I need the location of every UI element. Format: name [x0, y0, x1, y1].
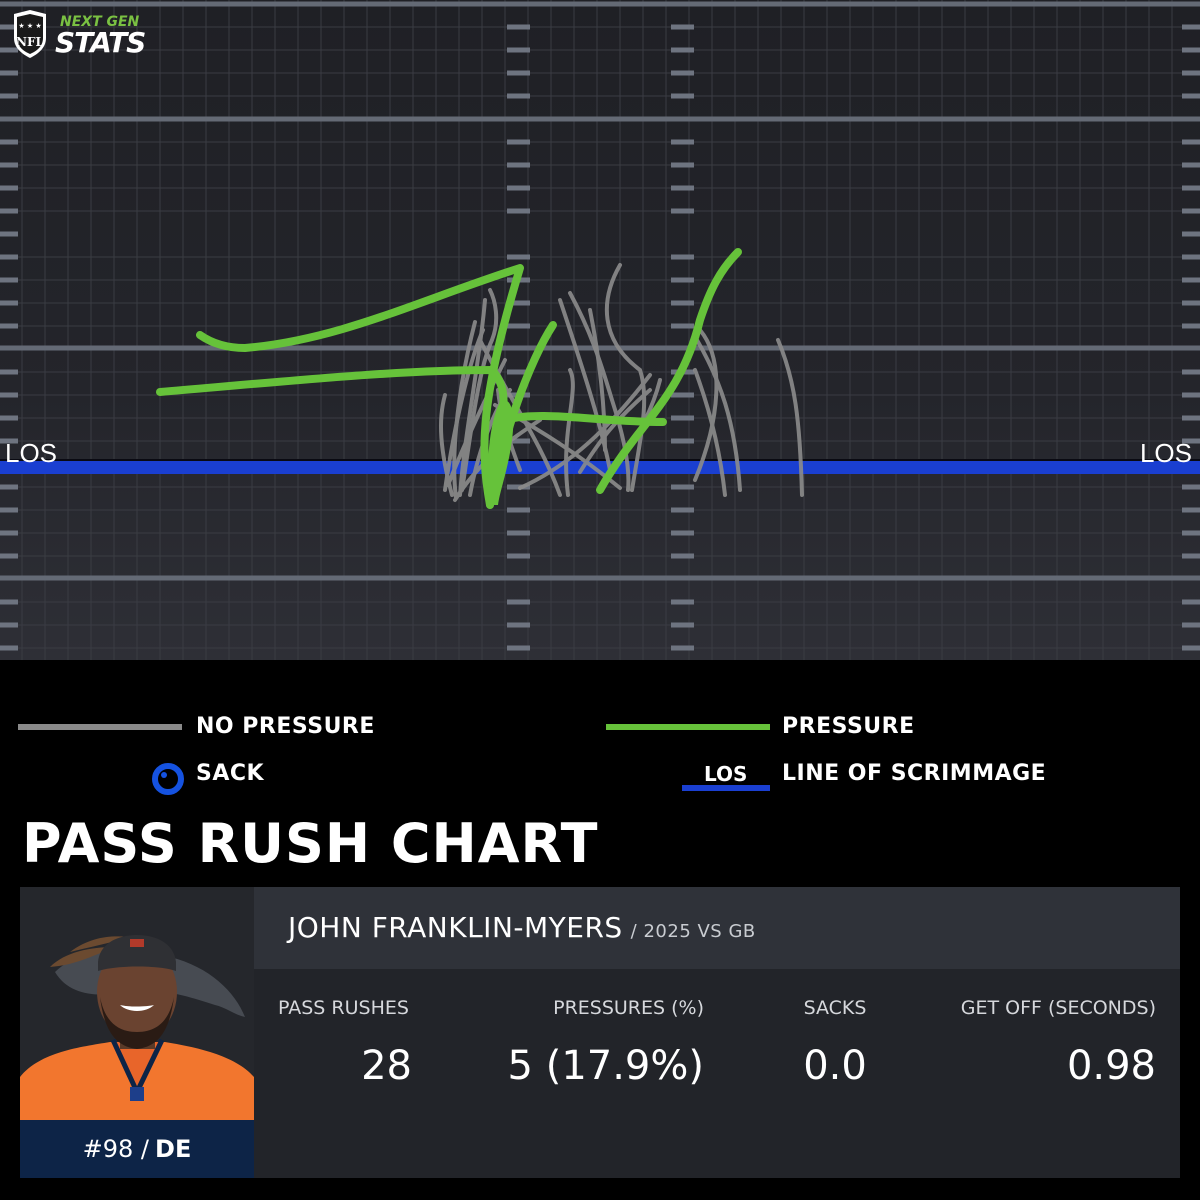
los-mini-label: LOS	[704, 762, 748, 786]
sack-icon	[152, 763, 184, 795]
stat-label: GET OFF (SECONDS)	[960, 997, 1156, 1019]
player-number-position: #98 / DE	[20, 1120, 254, 1178]
nfl-shield-icon: NFL ★ ★ ★	[14, 10, 46, 58]
stat-pressures: PRESSURES (%) 5 (17.9%)	[490, 997, 704, 1089]
stat-label: PRESSURES (%)	[553, 997, 704, 1019]
page-title: PASS RUSH CHART	[22, 812, 599, 875]
stat-sacks: SACKS 0.0	[790, 997, 880, 1089]
no-pressure-swatch	[18, 724, 182, 730]
los-label-right: LOS	[1139, 438, 1192, 468]
player-context: / 2025 VS GB	[630, 921, 756, 942]
legend-pressure: PRESSURE	[782, 714, 915, 739]
los-swatch	[682, 785, 770, 791]
legend-sack: SACK	[196, 761, 265, 786]
player-card: #98 / DE JOHN FRANKLIN-MYERS / 2025 VS GB…	[20, 887, 1180, 1178]
line-of-scrimmage	[0, 460, 1200, 474]
pressure-swatch	[606, 724, 770, 730]
brand-line1: NEXT GEN	[60, 14, 140, 30]
player-headshot-icon	[20, 935, 254, 1120]
svg-text:★ ★ ★: ★ ★ ★	[18, 22, 41, 30]
stat-value: 28	[361, 1043, 412, 1089]
brand-line2: STATS	[55, 26, 146, 59]
svg-text:NFL: NFL	[16, 35, 44, 49]
next-gen-stats-logo: NFL ★ ★ ★ NEXT GEN STATS	[10, 8, 180, 63]
field-grid	[0, 0, 1200, 660]
player-header: JOHN FRANKLIN-MYERS / 2025 VS GB	[254, 887, 1180, 969]
stat-pass-rushes: PASS RUSHES 28	[278, 997, 412, 1089]
player-photo: #98 / DE	[20, 887, 254, 1178]
player-position: DE	[155, 1135, 192, 1163]
player-name-row: JOHN FRANKLIN-MYERS / 2025 VS GB	[288, 911, 756, 944]
field-chart: NFL ★ ★ ★ NEXT GEN STATS LOS LOS	[0, 0, 1200, 660]
player-number: #98 /	[82, 1135, 150, 1163]
stat-label: PASS RUSHES	[278, 997, 409, 1019]
stat-value: 0.0	[803, 1043, 867, 1089]
player-name: JOHN FRANKLIN-MYERS	[288, 911, 623, 944]
stat-value: 0.98	[1066, 1043, 1156, 1089]
stat-value: 5 (17.9%)	[507, 1043, 704, 1089]
legend-no-pressure: NO PRESSURE	[196, 714, 375, 739]
stat-label: SACKS	[803, 997, 867, 1019]
los-label-left: LOS	[5, 438, 58, 468]
legend-line-of-scrimmage: LINE OF SCRIMMAGE	[782, 761, 1047, 786]
legend: NO PRESSURE PRESSURE SACK LOS LINE OF SC…	[0, 700, 1200, 810]
stat-get-off: GET OFF (SECONDS) 0.98	[940, 997, 1156, 1089]
